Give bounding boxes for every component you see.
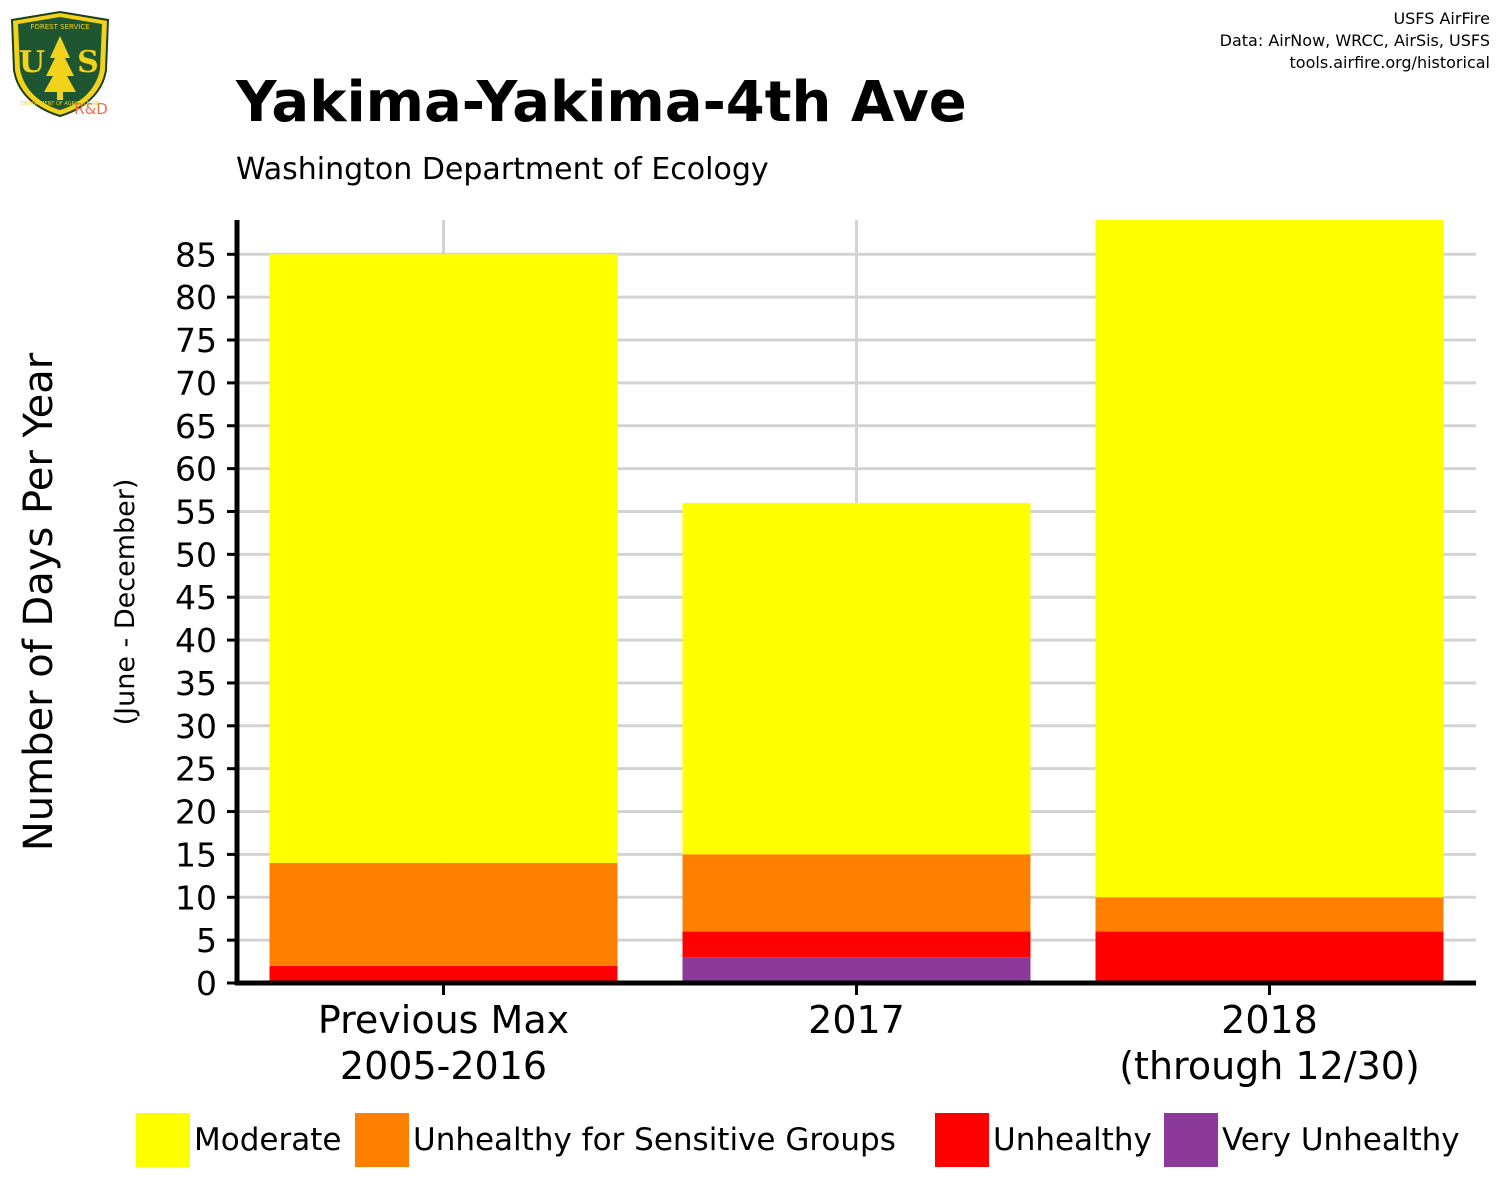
legend-item-very-unhealthy: Very Unhealthy <box>1164 1112 1460 1168</box>
bar-segment-unhealthy-for-sensitive-groups <box>269 862 618 966</box>
y-tick-label: 85 <box>175 235 217 274</box>
legend-item-moderate: Moderate <box>136 1112 341 1168</box>
legend-swatch-moderate <box>136 1113 190 1167</box>
y-tick-label: 45 <box>175 578 217 617</box>
bar-segment-moderate <box>269 254 618 863</box>
legend-label-moderate: Moderate <box>194 1122 342 1158</box>
x-tick-label: (through 12/30) <box>1119 1044 1420 1088</box>
legend-label-unhealthy: Unhealthy <box>993 1122 1152 1158</box>
y-tick-label: 75 <box>175 321 217 360</box>
credit-line-1: USFS AirFire <box>1393 9 1490 28</box>
svg-text:U: U <box>19 45 45 80</box>
svg-text:DEPARTMENT OF AGRICULTURE: DEPARTMENT OF AGRICULTURE <box>21 101 99 107</box>
y-tick-label: 70 <box>175 364 217 403</box>
legend-item-unhealthy: Unhealthy <box>935 1112 1152 1168</box>
logo-rd-text: R&D <box>74 100 108 118</box>
y-tick-label: 55 <box>175 492 217 531</box>
legend-item-usg: Unhealthy for Sensitive Groups <box>355 1112 896 1168</box>
bar-segment-very-unhealthy <box>682 957 1031 983</box>
credit-line-3: tools.airfire.org/historical <box>1289 53 1490 72</box>
bar-segment-unhealthy-for-sensitive-groups <box>1095 897 1444 932</box>
y-tick-label: 20 <box>175 793 217 832</box>
x-tick-label: 2018 <box>1221 998 1318 1042</box>
x-tick-label: Previous Max <box>318 998 569 1042</box>
y-tick-label: 0 <box>196 964 217 1003</box>
x-tick-label: 2017 <box>808 998 905 1042</box>
y-tick-label: 50 <box>175 535 217 574</box>
legend-swatch-very-unhealthy <box>1164 1113 1218 1167</box>
chart-subtitle: Washington Department of Ecology <box>236 152 769 187</box>
bar-segment-moderate <box>682 502 1031 855</box>
credit-line-2: Data: AirNow, WRCC, AirSis, USFS <box>1219 31 1490 50</box>
y-axis-title: Number of Days Per Year <box>16 352 62 851</box>
svg-text:FOREST SERVICE: FOREST SERVICE <box>30 23 89 31</box>
bar-segment-unhealthy <box>1095 931 1444 983</box>
y-tick-label: 5 <box>196 921 217 960</box>
y-tick-label: 15 <box>175 835 217 874</box>
svg-text:S: S <box>77 45 99 80</box>
forest-service-logo: U S FOREST SERVICE DEPARTMENT OF AGRICUL… <box>10 10 110 118</box>
y-tick-label: 25 <box>175 750 217 789</box>
y-tick-label: 80 <box>175 278 217 317</box>
bar-segment-unhealthy-for-sensitive-groups <box>682 854 1031 932</box>
y-tick-label: 40 <box>175 621 217 660</box>
y-axis-subtitle: (June - December) <box>110 479 141 726</box>
bar-segment-moderate <box>1095 220 1444 898</box>
chart-title: Yakima-Yakima-4th Ave <box>236 70 967 135</box>
legend-swatch-usg <box>355 1113 409 1167</box>
y-tick-label: 10 <box>175 878 217 917</box>
bar-segment-unhealthy <box>269 965 618 983</box>
x-tick-label: 2005-2016 <box>340 1044 547 1088</box>
y-tick-label: 30 <box>175 707 217 746</box>
legend-label-very-unhealthy: Very Unhealthy <box>1222 1122 1460 1158</box>
legend-label-usg: Unhealthy for Sensitive Groups <box>413 1122 896 1158</box>
y-tick-label: 60 <box>175 450 217 489</box>
bar-segment-unhealthy <box>682 931 1031 958</box>
y-tick-label: 65 <box>175 407 217 446</box>
y-tick-label: 35 <box>175 664 217 703</box>
legend-swatch-unhealthy <box>935 1113 989 1167</box>
